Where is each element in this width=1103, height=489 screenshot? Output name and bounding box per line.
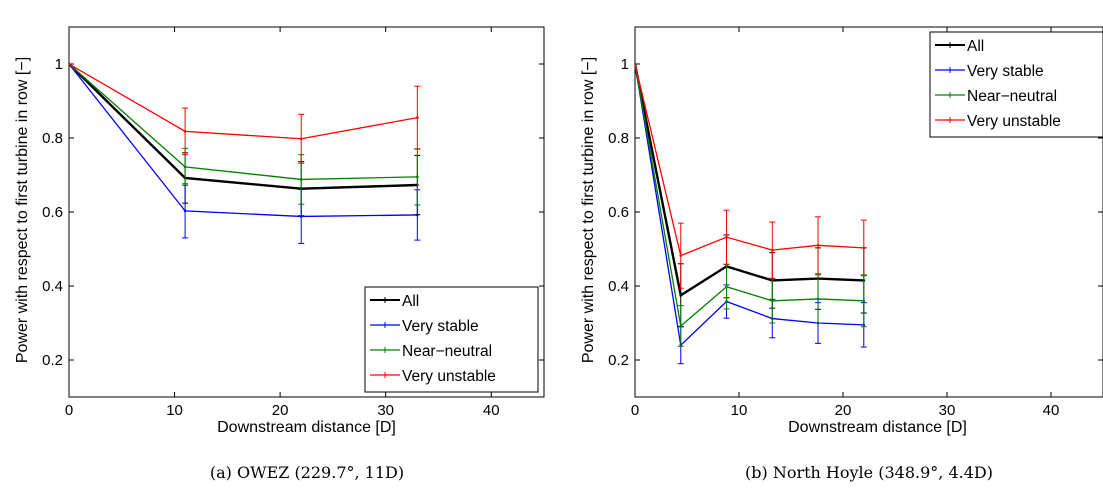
legend-entry: All [967,38,984,55]
data-point [416,175,419,179]
y-tick-label: 0.2 [608,352,629,369]
x-tick-label: 20 [272,402,289,419]
series-near-neutral [635,62,867,347]
legend-entry: Very unstable [967,113,1061,130]
chart-panel-1: 0 10 20 30 40 0.2 0.4 0.6 0.8 1 Downstream distanc… [14,26,545,482]
legend-entry: Very stable [402,318,479,335]
series-very-stable [69,62,421,244]
data-point [862,246,866,250]
y-tick-label: 0.8 [608,130,629,147]
x-axis-label: Downstream distance [D] [788,419,967,436]
y-tick-label: 0.6 [608,204,629,221]
y-tick-label: 0.4 [608,278,629,295]
figure-caption: (b) North Hoyle (348.9°, 4.4D) [745,463,993,482]
series-line [635,63,864,328]
x-tick-label: 30 [377,402,394,419]
data-point [69,62,71,66]
x-tick-label: 0 [631,402,639,419]
x-tick-label: 20 [835,402,852,419]
series-line [69,63,418,140]
series-line [69,63,418,181]
legend-entry: Near−neutral [967,88,1057,105]
figure-caption: (a) OWEZ (229.7°, 11D) [210,463,404,482]
data-layer [635,62,867,365]
y-tick-label: 0.6 [42,204,63,221]
data-point [299,178,303,181]
data-point [679,254,683,257]
y-tick-label: 1 [621,56,629,73]
series-very-unstable [69,62,421,164]
x-axis-label: Downstream distance [D] [217,419,396,436]
data-point [725,285,728,289]
series-very-stable [635,62,867,365]
data-point [183,209,187,213]
y-tick-label: 0.8 [42,130,63,147]
legend-entry: Very unstable [402,368,496,385]
series-line [635,63,864,257]
legend-entry: Very stable [967,63,1044,80]
data-point [862,299,866,303]
x-tick-label: 40 [1043,402,1060,419]
x-tick-label: 0 [65,402,73,419]
data-point [679,293,683,297]
x-tick-label: 30 [939,402,956,419]
data-point [299,215,303,218]
series-all [635,62,867,328]
data-point [183,165,187,169]
legend: All Very stable Near−neutral Very unstable [364,286,539,393]
data-point [416,213,419,217]
chart-panel-2: 0 10 20 30 40 0.2 0.4 0.6 0.8 1 Downstream distanc… [580,26,1103,482]
x-tick-label: 40 [483,402,500,419]
y-axis-label: Power with respect to first turbine in r… [580,57,597,363]
legend-entry: Near−neutral [402,343,492,360]
data-point [635,62,637,66]
data-point [183,130,187,133]
data-point [770,248,774,252]
series-all [69,62,421,217]
x-tick-label: 10 [731,402,748,419]
x-tick-label: 10 [166,402,183,419]
legend: All Very stable Near−neutral Very unstable [929,31,1103,138]
data-point [770,299,774,303]
y-tick-label: 0.2 [42,352,63,369]
data-point [816,297,820,301]
data-point [816,244,820,247]
legend-entry: All [402,293,419,310]
y-axis-label: Power with respect to first turbine in r… [14,57,31,363]
data-point [679,324,683,328]
y-tick-label: 0.4 [42,278,63,295]
data-point [725,235,728,239]
series-very-unstable [635,62,867,289]
y-tick-label: 1 [55,56,63,73]
series-line [69,63,418,218]
series-line [635,63,864,347]
data-point [299,137,303,141]
series-line [69,63,418,190]
data-point [416,116,419,119]
series-line [635,63,864,298]
data-layer [69,62,421,244]
